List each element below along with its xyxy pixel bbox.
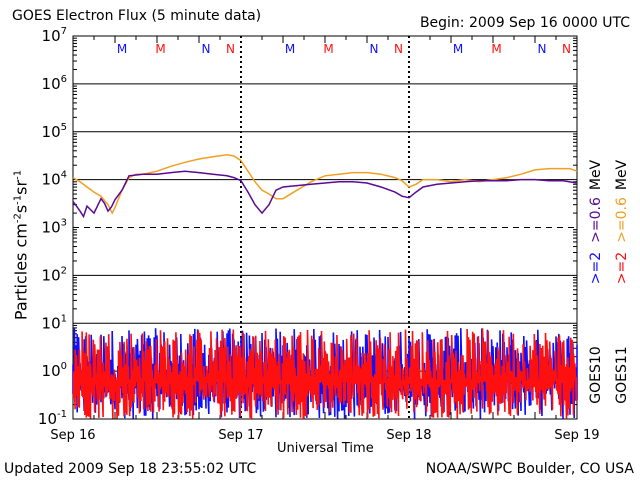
y-tick-label: 100: [42, 361, 67, 380]
x-tick-label: Sep 19: [554, 428, 599, 443]
x-tick-label: Sep 17: [218, 428, 263, 443]
marker-n: N: [202, 42, 211, 56]
series-ge06-goes11: [72, 154, 578, 215]
series-ge06-goes10: [72, 170, 578, 219]
marker-n: N: [562, 42, 571, 56]
marker-n: N: [226, 42, 235, 56]
x-tick-label: Sep 18: [386, 428, 431, 443]
marker-n: N: [394, 42, 403, 56]
y-tick-label: 106: [42, 74, 67, 93]
data-source: NOAA/SWPC Boulder, CO USA: [425, 461, 634, 477]
chart-title: GOES Electron Flux (5 minute data): [12, 8, 262, 24]
marker-m: M: [323, 42, 333, 56]
y-tick-label: 102: [42, 265, 67, 284]
marker-m: M: [491, 42, 501, 56]
y-tick-label: 103: [42, 218, 67, 237]
series-ge2-goes11: [72, 328, 578, 419]
begin-time: Begin: 2009 Sep 16 0000 UTC: [419, 15, 630, 31]
marker-m: M: [155, 42, 165, 56]
y-tick-label: 104: [42, 170, 67, 189]
y-tick-label: 105: [42, 122, 67, 141]
y-tick-label: 101: [42, 313, 67, 332]
marker-n: N: [538, 42, 547, 56]
x-axis-label: Universal Time: [277, 441, 374, 456]
y-tick-label: 10-1: [38, 409, 67, 428]
y-tick-label: 107: [42, 26, 67, 45]
x-tick-label: Sep 16: [50, 428, 95, 443]
marker-m: M: [285, 42, 295, 56]
updated-time: Updated 2009 Sep 18 23:55:02 UTC: [4, 461, 257, 477]
marker-m: M: [117, 42, 127, 56]
marker-m: M: [453, 42, 463, 56]
marker-n: N: [370, 42, 379, 56]
